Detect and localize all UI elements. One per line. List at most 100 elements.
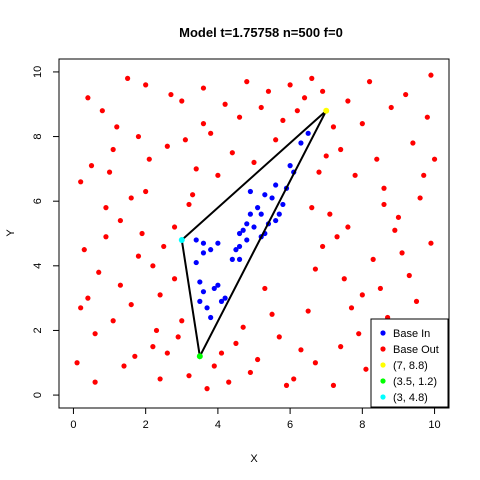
legend-entry: (3.5, 1.2) bbox=[393, 376, 437, 388]
base-in-point bbox=[236, 256, 243, 262]
base-out-point bbox=[204, 386, 210, 392]
base-out-point bbox=[85, 295, 91, 301]
base-out-point bbox=[229, 150, 235, 156]
base-out-point bbox=[164, 143, 170, 149]
base-out-point bbox=[251, 159, 257, 166]
base-out-point bbox=[179, 98, 185, 104]
base-in-point bbox=[215, 240, 221, 246]
base-out-point bbox=[428, 72, 434, 78]
base-in-point bbox=[247, 188, 253, 195]
base-out-point bbox=[374, 156, 380, 162]
base-out-point bbox=[150, 263, 156, 269]
base-out-point bbox=[190, 192, 196, 198]
base-out-point bbox=[273, 137, 279, 143]
base-out-point bbox=[85, 95, 91, 101]
legend-marker bbox=[380, 378, 386, 384]
base-in-point bbox=[273, 217, 279, 224]
base-out-point bbox=[233, 340, 239, 346]
base-out-point bbox=[334, 234, 340, 240]
base-out-point bbox=[135, 253, 142, 259]
base-in-point bbox=[305, 130, 311, 136]
base-in-point bbox=[200, 240, 207, 246]
base-out-point bbox=[392, 227, 398, 233]
vertex-points bbox=[178, 107, 330, 360]
base-out-point bbox=[280, 117, 286, 123]
base-out-point bbox=[186, 201, 192, 208]
base-out-point bbox=[110, 318, 116, 324]
x-tick-label: 2 bbox=[143, 419, 149, 431]
base-out-point bbox=[110, 146, 116, 153]
base-out-point bbox=[157, 376, 163, 382]
base-out-point bbox=[366, 79, 373, 85]
base-out-point bbox=[291, 376, 297, 382]
y-tick-label: 0 bbox=[32, 392, 44, 398]
base-in-point bbox=[236, 243, 243, 250]
y-tick-label: 4 bbox=[32, 263, 44, 269]
base-out-point bbox=[421, 172, 427, 178]
base-in-point bbox=[240, 227, 246, 233]
base-out-point bbox=[428, 240, 434, 246]
y-tick-label: 10 bbox=[32, 66, 44, 78]
base-out-point bbox=[338, 344, 344, 350]
base-out-point bbox=[312, 360, 318, 366]
base-out-point bbox=[193, 166, 199, 172]
base-out-point bbox=[377, 285, 383, 292]
base-in-point bbox=[251, 224, 257, 230]
base-out-point bbox=[78, 305, 84, 311]
base-out-point bbox=[88, 163, 95, 169]
base-out-point bbox=[399, 250, 405, 256]
base-in-point bbox=[244, 221, 250, 227]
x-tick-label: 6 bbox=[287, 419, 293, 431]
base-out-point bbox=[106, 169, 113, 175]
base-out-point bbox=[135, 133, 142, 140]
base-out-point bbox=[182, 137, 188, 143]
base-out-point bbox=[345, 224, 351, 230]
base-out-point bbox=[320, 243, 326, 250]
base-out-point bbox=[395, 214, 402, 220]
base-in-point bbox=[258, 211, 264, 217]
base-out-point bbox=[146, 156, 152, 162]
base-out-point bbox=[78, 179, 84, 185]
base-out-point bbox=[413, 298, 420, 304]
base-out-point bbox=[103, 205, 109, 211]
base-out-point bbox=[150, 344, 156, 350]
base-out-point bbox=[388, 104, 394, 111]
base-out-point bbox=[309, 205, 315, 211]
base-out-point bbox=[236, 114, 243, 120]
legend-marker bbox=[380, 394, 386, 400]
x-axis: 0 2 4 6 8 10 bbox=[70, 407, 441, 431]
base-out-point bbox=[247, 369, 253, 376]
base-in-point bbox=[215, 282, 221, 288]
triangle-path bbox=[180, 109, 328, 360]
base-out-point bbox=[117, 217, 123, 224]
base-out-point bbox=[81, 247, 87, 253]
base-out-point bbox=[143, 188, 149, 195]
legend-entry: (7, 8.8) bbox=[393, 360, 428, 372]
base-in-point bbox=[255, 205, 261, 211]
base-out-point bbox=[92, 379, 98, 385]
base-out-point bbox=[327, 211, 333, 217]
base-out-point bbox=[244, 79, 250, 85]
base-out-point bbox=[309, 75, 315, 81]
base-out-point bbox=[171, 224, 178, 230]
base-in-point bbox=[218, 298, 225, 304]
base-out-point bbox=[258, 104, 264, 111]
base-out-point bbox=[406, 272, 412, 279]
base-out-point bbox=[114, 124, 120, 130]
base-in-point bbox=[222, 295, 228, 301]
base-out-point bbox=[74, 360, 80, 366]
base-out-point bbox=[132, 353, 138, 359]
legend: Base In Base Out (7, 8.8) (3.5, 1.2) (3, 4.8… bbox=[370, 318, 449, 408]
base-out-point bbox=[240, 324, 246, 330]
base-in-point bbox=[204, 305, 210, 311]
base-out-point bbox=[403, 91, 409, 98]
data-points bbox=[74, 72, 438, 392]
base-out-point bbox=[186, 373, 192, 379]
base-out-point bbox=[316, 169, 322, 175]
legend-marker bbox=[380, 362, 386, 368]
y-axis: 0 2 4 6 8 10 bbox=[32, 66, 60, 398]
base-in-point bbox=[298, 140, 304, 146]
base-out-point bbox=[222, 101, 228, 107]
base-out-point bbox=[341, 276, 347, 282]
legend-entry: (3, 4.8) bbox=[393, 392, 428, 404]
